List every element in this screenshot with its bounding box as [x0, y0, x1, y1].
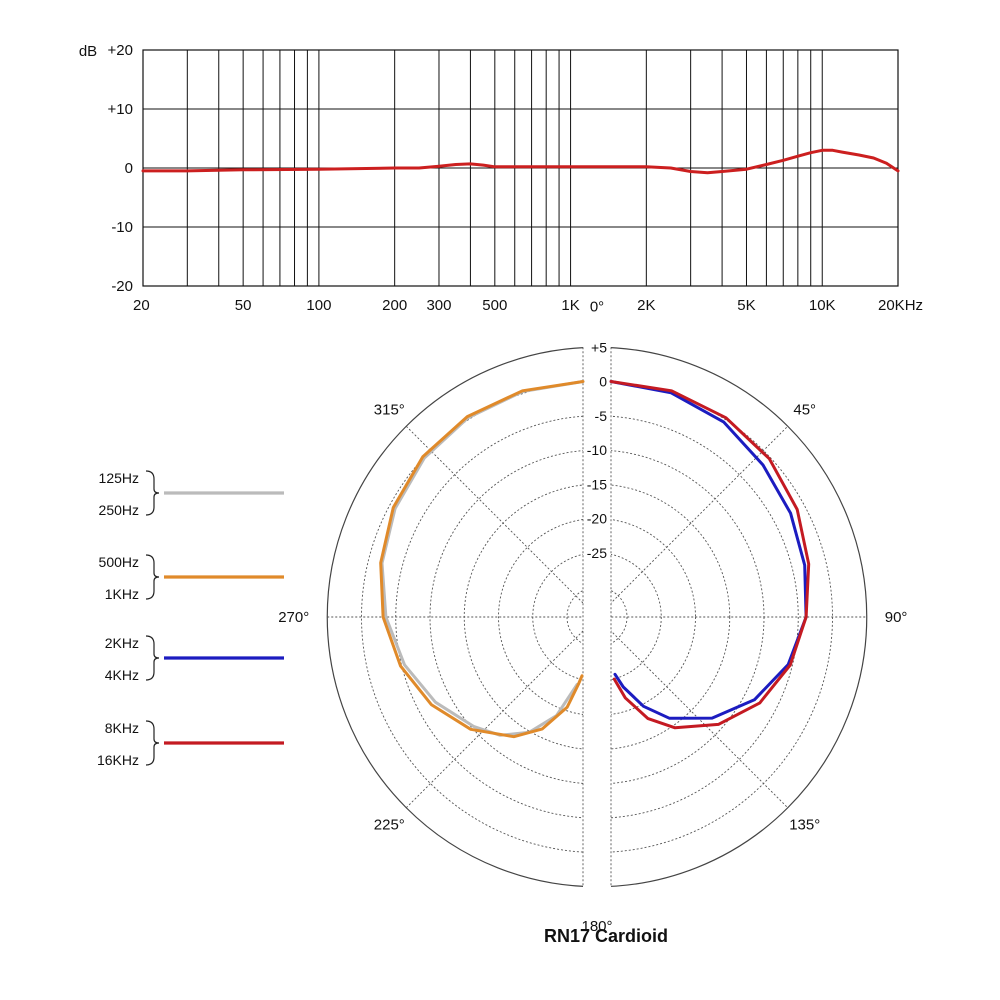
y-tick-label: -20 [111, 278, 133, 295]
legend-brace [145, 720, 160, 766]
angle-label: 90° [885, 609, 908, 626]
angle-label: 270° [278, 609, 309, 626]
x-tick-label: 20KHz [878, 297, 923, 314]
legend-label-bottom: 4KHz [105, 667, 139, 683]
polar-series-line [609, 380, 811, 730]
y-tick-label: -10 [111, 219, 133, 236]
y-tick-label: +10 [108, 101, 133, 118]
x-tick-label: 500 [482, 297, 507, 314]
polar-legend: 125Hz 250Hz 500Hz 1KHz 2KHz 4KHz 8KHz 16KHz [97, 470, 284, 768]
legend-brace [145, 554, 160, 600]
x-axis-tick-labels: 20 50 100 200 300 500 1K 2K 5K 10K 20KHz [133, 297, 923, 314]
legend-label-bottom: 16KHz [97, 752, 139, 768]
angle-label: 45° [793, 401, 816, 418]
plot-border [142, 49, 899, 287]
angle-label: 225° [374, 817, 405, 834]
legend-label-top: 2KHz [105, 635, 139, 651]
y-axis-unit-label: dB [79, 43, 97, 60]
chart-title: RN17 Cardioid [544, 926, 668, 946]
radius-tick-label: -10 [587, 442, 607, 458]
y-tick-label: 0 [125, 160, 133, 177]
radius-tick-label: -20 [587, 511, 607, 527]
angle-label: 315° [374, 401, 405, 418]
frequency-series [141, 148, 900, 175]
radius-tick-label: 0 [599, 374, 607, 390]
radius-tick-label: -5 [595, 408, 608, 424]
x-tick-label: 200 [382, 297, 407, 314]
x-tick-label: 300 [426, 297, 451, 314]
y-axis-tick-labels: +20 +10 0 -10 -20 [108, 42, 133, 295]
angle-label: 0° [590, 298, 604, 315]
legend-label-top: 125Hz [99, 470, 139, 486]
frequency-response-line [141, 148, 900, 175]
polar-radius-tick-labels: +5 0 -5 -10 -15 -20 -25 [587, 339, 607, 561]
radius-tick-label: +5 [591, 339, 607, 355]
legend-label-bottom: 250Hz [99, 502, 139, 518]
x-tick-label: 10K [809, 297, 836, 314]
legend-brace [145, 470, 160, 516]
frequency-response-chart: dB +20 +10 0 -10 -20 20 50 100 200 300 500 1K 2K 5K 1… [79, 42, 923, 314]
x-tick-label: 100 [306, 297, 331, 314]
polar-angle-labels: 0° 45° 90° 135° 180° 225° 270° 315° [278, 298, 907, 935]
radius-tick-label: -25 [587, 545, 607, 561]
polar-series [379, 380, 811, 739]
x-tick-label: 5K [737, 297, 755, 314]
polar-series-line [609, 380, 808, 720]
x-tick-label: 20 [133, 297, 150, 314]
angle-label: 135° [789, 817, 820, 834]
polar-ring [395, 415, 799, 819]
angle-label: 180° [581, 918, 612, 935]
polar-grid [326, 343, 868, 891]
center-gap [583, 343, 611, 891]
polar-pattern-chart: +5 0 -5 -10 -15 -20 -25 0° 45° 90° 135° 180° 225° 27… [97, 298, 907, 946]
frequency-plot-frame [142, 49, 899, 287]
x-tick-label: 2K [637, 297, 655, 314]
legend-label-bottom: 1KHz [105, 586, 139, 602]
x-tick-label: 50 [235, 297, 252, 314]
legend-brace [145, 635, 160, 681]
polar-series-line [379, 380, 585, 739]
radius-tick-label: -15 [587, 476, 607, 492]
legend-label-top: 500Hz [99, 554, 139, 570]
y-tick-label: +20 [108, 42, 133, 59]
legend-label-top: 8KHz [105, 720, 139, 736]
x-tick-label: 1K [561, 297, 579, 314]
